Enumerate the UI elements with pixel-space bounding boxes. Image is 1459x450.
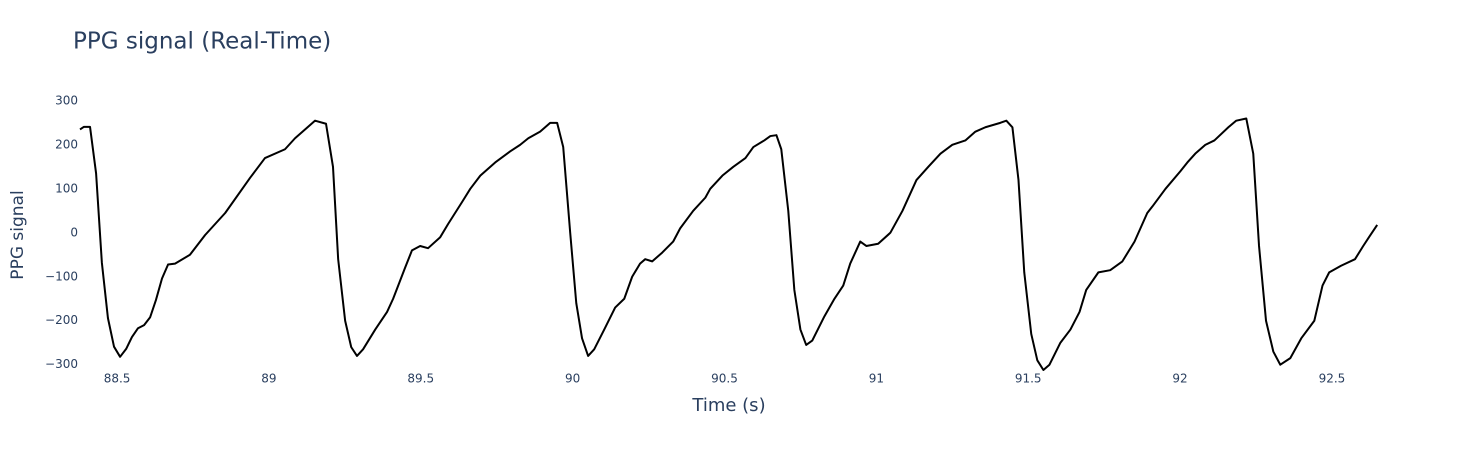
y-tick-label: 300 xyxy=(55,93,78,107)
y-tick-label: −200 xyxy=(45,313,78,327)
x-tick-label: 91 xyxy=(869,372,884,386)
y-tick-label: 100 xyxy=(55,181,78,195)
y-axis-label: PPG signal xyxy=(8,190,28,279)
y-tick-label: 0 xyxy=(70,225,78,239)
x-tick-label: 90 xyxy=(565,372,580,386)
x-axis-label: Time (s) xyxy=(691,395,765,416)
signal-line xyxy=(79,117,1379,371)
x-tick-label: 89 xyxy=(261,372,276,386)
x-tick-label: 89.5 xyxy=(407,372,434,386)
x-tick-label: 90.5 xyxy=(711,372,738,386)
y-tick-label: 200 xyxy=(55,137,78,151)
x-tick-label: 92 xyxy=(1172,372,1187,386)
chart-title: PPG signal (Real-Time) xyxy=(73,29,331,55)
y-tick-label: −300 xyxy=(45,357,78,371)
y-tick-label: −100 xyxy=(45,269,78,283)
x-tick-label: 88.5 xyxy=(104,372,131,386)
x-tick-label: 92.5 xyxy=(1319,372,1346,386)
x-tick-label: 91.5 xyxy=(1015,372,1042,386)
